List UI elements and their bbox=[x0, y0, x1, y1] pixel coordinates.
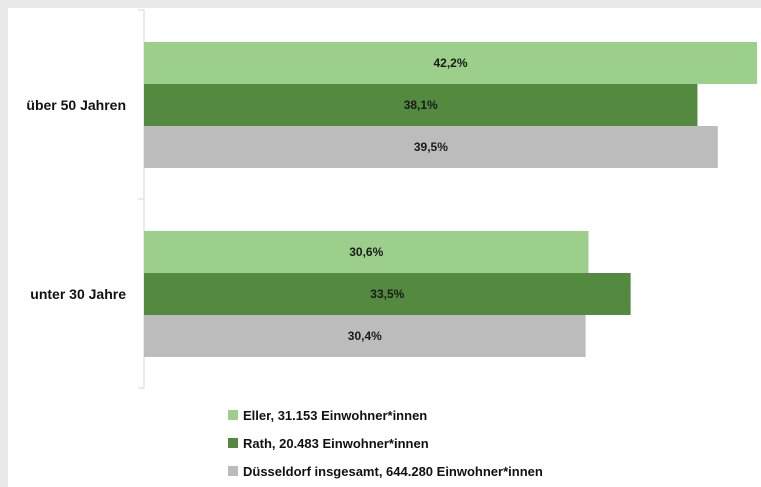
data-label-2-3: 30,4% bbox=[348, 329, 382, 343]
data-label-1-3: 39,5% bbox=[414, 140, 448, 154]
legend-swatch-1 bbox=[228, 410, 238, 420]
legend-label-3: Düsseldorf insgesamt, 644.280 Einwohner*… bbox=[243, 464, 543, 479]
category-label-1: über 50 Jahren bbox=[26, 97, 126, 113]
data-label-1-2: 38,1% bbox=[404, 98, 438, 112]
legend-label-2: Rath, 20.483 Einwohner*innen bbox=[243, 436, 429, 451]
legend-swatch-2 bbox=[228, 438, 238, 448]
data-label-1-1: 42,2% bbox=[433, 56, 467, 70]
data-label-2-1: 30,6% bbox=[349, 245, 383, 259]
data-label-2-2: 33,5% bbox=[370, 287, 404, 301]
legend-swatch-3 bbox=[228, 466, 238, 476]
category-label-2: unter 30 Jahre bbox=[30, 286, 126, 302]
legend-label-1: Eller, 31.153 Einwohner*innen bbox=[243, 408, 427, 423]
